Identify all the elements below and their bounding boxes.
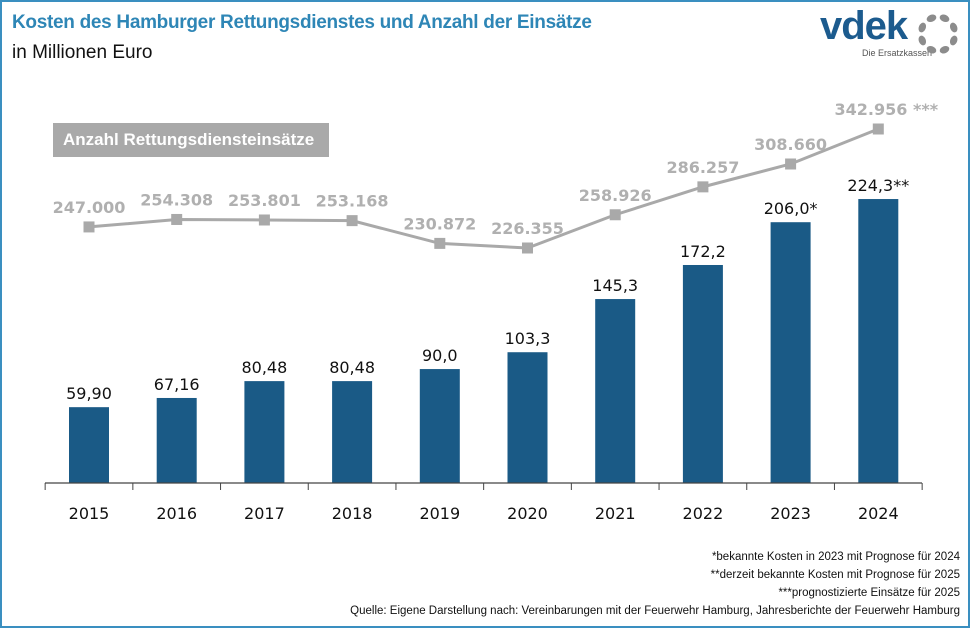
logo-ring-dot	[926, 45, 937, 54]
bar-value-label: 224,3**	[847, 176, 909, 195]
bar-value-label: 59,90	[66, 384, 112, 403]
x-tick-label: 2015	[69, 504, 110, 523]
footnotes: *bekannte Kosten in 2023 mit Prognose fü…	[350, 548, 960, 620]
line-value-label: 308.660	[754, 135, 827, 154]
line-value-label: 253.801	[228, 191, 301, 210]
line-value-label: 253.168	[316, 192, 389, 211]
bar-value-label: 172,2	[680, 242, 726, 261]
bar-2021	[595, 299, 636, 483]
line-marker-2015	[83, 221, 95, 233]
x-tick-label: 2019	[419, 504, 460, 523]
x-tick-label: 2021	[595, 504, 636, 523]
bar-2020	[507, 352, 548, 483]
logo-ring-dot	[918, 22, 927, 33]
x-tick-label: 2022	[683, 504, 724, 523]
x-tick-label: 2023	[770, 504, 811, 523]
bar-value-label: 103,3	[505, 329, 551, 348]
chart-subtitle: in Millionen Euro	[12, 42, 153, 63]
x-tick-label: 2018	[332, 504, 373, 523]
logo-ring-dot	[926, 14, 937, 23]
footnote-1: *bekannte Kosten in 2023 mit Prognose fü…	[711, 551, 960, 563]
source-note: Quelle: Eigene Darstellung nach: Vereinb…	[350, 605, 960, 617]
logo-wordmark: vdek	[820, 4, 908, 48]
line-value-label: 342.956 ***	[835, 100, 939, 119]
bar-value-label: 67,16	[154, 375, 200, 394]
bar-value-label: 80,48	[329, 358, 375, 377]
line-value-label: 258.926	[579, 186, 652, 205]
footnote-2: **derzeit bekannte Kosten mit Prognose f…	[710, 569, 960, 581]
logo-ring-dot	[939, 14, 950, 23]
logo-ring-dot	[918, 35, 927, 46]
bar-2019	[419, 369, 460, 483]
bar-value-label: 80,48	[241, 358, 287, 377]
chart-title: Kosten des Hamburger Rettungsdienstes un…	[12, 12, 592, 33]
x-tick-label: 2020	[507, 504, 548, 523]
line-einsaetze	[88, 127, 879, 250]
bar-2016	[156, 397, 197, 483]
line-marker-2018	[346, 215, 358, 227]
line-value-label: 247.000	[53, 198, 126, 217]
bar-2022	[682, 264, 723, 483]
line-marker-2021	[609, 209, 621, 221]
line-value-label: 286.257	[666, 158, 739, 177]
logo-ring-dot	[949, 22, 958, 33]
bar-2015	[69, 407, 109, 483]
line-marker-2024	[872, 123, 884, 135]
line-marker-2017	[258, 214, 270, 226]
vdek-logo: vdek Die Ersatzkassen	[818, 4, 963, 62]
logo-ring-icon	[918, 14, 958, 54]
bar-2018	[332, 381, 373, 483]
x-tick-label: 2017	[244, 504, 285, 523]
logo-ring-dot	[939, 45, 950, 54]
line-marker-2016	[171, 213, 183, 225]
line-marker-2023	[785, 158, 797, 170]
bar-value-label: 206,0*	[764, 199, 818, 218]
bar-value-label: 145,3	[592, 276, 638, 295]
logo-ring-dot	[949, 35, 958, 46]
x-tick-label: 2016	[156, 504, 197, 523]
logo-tagline: Die Ersatzkassen	[862, 48, 933, 58]
bar-2017	[244, 381, 285, 483]
line-marker-2020	[522, 242, 533, 254]
line-value-label: 230.872	[403, 214, 476, 233]
bar-2024	[858, 199, 899, 483]
bar-value-label: 90,0	[422, 346, 458, 365]
legend-line-series: Anzahl Rettungsdiensteinsätze	[53, 123, 329, 157]
x-tick-label: 2024	[858, 504, 899, 523]
bar-2023	[770, 222, 811, 484]
footnote-3: ***prognostizierte Einsätze für 2025	[778, 587, 960, 599]
line-marker-2022	[697, 181, 709, 193]
line-value-label: 226.355	[491, 219, 564, 238]
line-value-label: 254.308	[140, 190, 213, 209]
line-marker-2019	[434, 237, 446, 249]
